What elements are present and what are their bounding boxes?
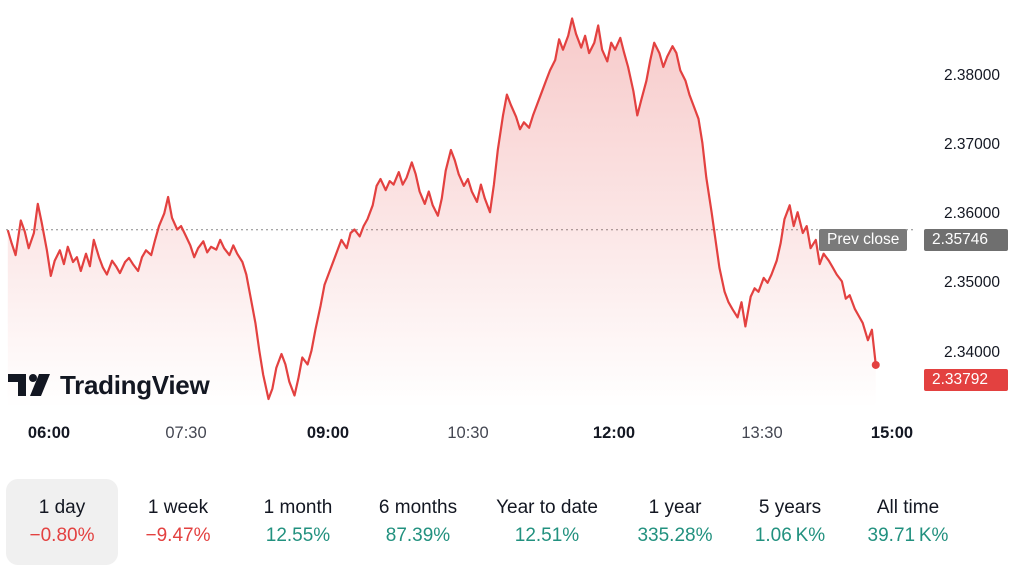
- x-tick-label: 06:00: [27, 424, 71, 442]
- x-tick-label: 15:00: [870, 424, 914, 442]
- period-change: 335.28%: [637, 525, 713, 546]
- tradingview-logo-text: TradingView: [60, 369, 210, 400]
- period-tab-1-year[interactable]: 1 year 335.28%: [616, 479, 734, 565]
- period-label: 6 months: [378, 497, 458, 518]
- period-label: 1 year: [648, 497, 702, 518]
- y-tick-label: 2.36000: [943, 205, 1000, 223]
- period-tab-5-years[interactable]: 5 years 1.06 K%: [734, 479, 846, 565]
- period-change: 87.39%: [385, 525, 451, 546]
- period-label: 5 years: [758, 497, 822, 518]
- period-change: −9.47%: [145, 525, 211, 546]
- y-tick-label: 2.37000: [943, 136, 1000, 154]
- prev-close-value: 2.35746: [924, 229, 1008, 251]
- period-tab-year-to-date[interactable]: Year to date 12.51%: [478, 479, 616, 565]
- y-tick-label: 2.35000: [943, 274, 1000, 292]
- period-tab-1-week[interactable]: 1 week −9.47%: [118, 479, 238, 565]
- period-change: 39.71 K%: [867, 525, 949, 546]
- x-tick-label: 07:30: [165, 424, 207, 442]
- period-change: 1.06 K%: [754, 525, 826, 546]
- y-tick-label: 2.34000: [943, 343, 1000, 361]
- price-line: [6, 17, 877, 401]
- tradingview-logo-icon: [8, 374, 50, 396]
- period-change: −0.80%: [29, 525, 95, 546]
- period-label: 1 week: [147, 497, 209, 518]
- period-label: Year to date: [496, 497, 598, 518]
- last-price-dot: [871, 360, 880, 369]
- x-tick-label: 10:30: [447, 424, 489, 442]
- tradingview-logo[interactable]: TradingView: [8, 368, 210, 402]
- period-label: All time: [876, 497, 940, 518]
- period-label: 1 month: [263, 497, 333, 518]
- period-selector: 1 day −0.80% 1 week −9.47% 1 month 12.55% 6 mo…: [6, 479, 1018, 565]
- price-chart[interactable]: 2.38000 2.37000 2.36000 2.35000 2.34000 06:0…: [0, 0, 1024, 460]
- period-label: 1 day: [38, 497, 86, 518]
- prev-close-label: Prev close: [819, 229, 908, 251]
- period-change: 12.55%: [265, 525, 331, 546]
- price-area: [7, 18, 876, 408]
- x-tick-label: 12:00: [592, 424, 636, 442]
- period-tab-1-day[interactable]: 1 day −0.80%: [6, 479, 118, 565]
- chart-canvas[interactable]: [0, 0, 1024, 460]
- period-tab-all-time[interactable]: All time 39.71 K%: [846, 479, 970, 565]
- period-tab-1-month[interactable]: 1 month 12.55%: [238, 479, 358, 565]
- period-tab-6-months[interactable]: 6 months 87.39%: [358, 479, 478, 565]
- period-change: 12.51%: [514, 525, 580, 546]
- x-tick-label: 09:00: [306, 424, 350, 442]
- x-tick-label: 13:30: [741, 424, 783, 442]
- y-tick-label: 2.38000: [943, 66, 1000, 84]
- last-price-value: 2.33792: [924, 369, 1008, 391]
